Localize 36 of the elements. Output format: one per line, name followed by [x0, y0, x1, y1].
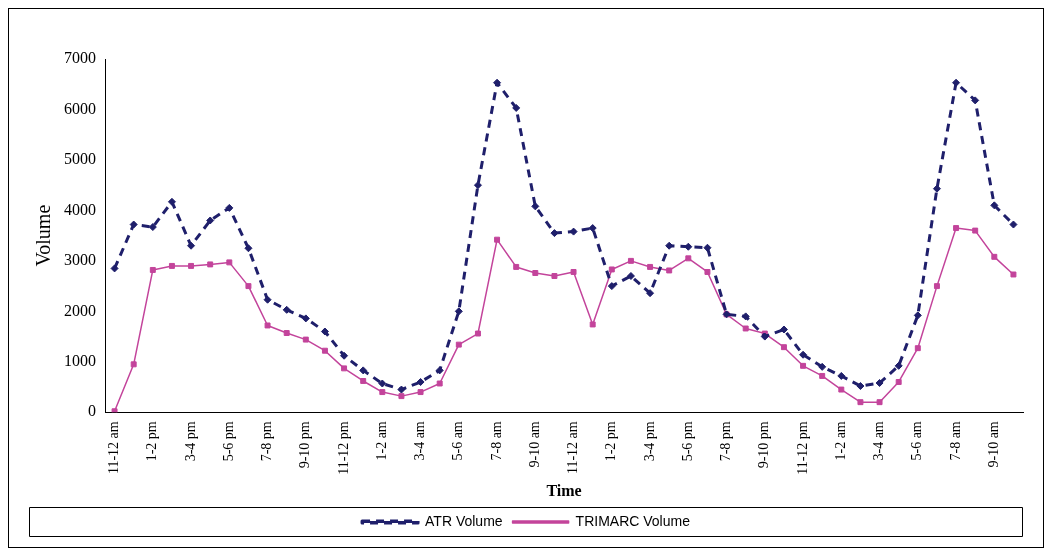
- x-axis-title: Time: [546, 481, 582, 499]
- legend-label: ATR Volume: [425, 512, 503, 529]
- x-tick-label: 1-2 am: [832, 421, 848, 461]
- x-tick-label: 9-10 am: [985, 421, 1001, 468]
- x-tick-label: 7-8 am: [947, 421, 963, 461]
- y-tick-label: 6000: [64, 99, 96, 117]
- y-tick-label: 0: [88, 402, 96, 420]
- x-tick-label: 9-10 pm: [756, 421, 772, 469]
- y-tick-label: 1000: [64, 352, 96, 369]
- x-tick-label: 3-4 am: [871, 421, 887, 461]
- x-tick-label: 3-4 pm: [182, 421, 198, 462]
- legend-label: TRIMARC Volume: [575, 512, 691, 529]
- x-tick-label: 3-4 pm: [641, 421, 657, 462]
- x-tick-label: 9-10 pm: [297, 421, 313, 469]
- y-axis-title: Volume: [32, 204, 55, 267]
- x-tick-label: 7-8 am: [488, 421, 504, 461]
- x-tick-label: 3-4 am: [412, 421, 428, 461]
- y-tick-label: 4000: [64, 200, 96, 218]
- y-tick-label: 3000: [64, 251, 96, 269]
- x-tick-label: 5-6 pm: [220, 421, 236, 462]
- x-tick-label: 7-8 pm: [718, 421, 734, 462]
- x-tick-label: 11-12 am: [565, 421, 581, 475]
- x-tick-label: 1-2 am: [373, 421, 389, 461]
- y-tick-label: 7000: [64, 49, 96, 67]
- x-tick-label: 7-8 pm: [259, 421, 275, 462]
- x-tick-label: 9-10 am: [526, 421, 542, 468]
- x-tick-label: 11-12 am: [106, 421, 122, 475]
- x-tick-label: 5-6 pm: [679, 421, 695, 462]
- x-tick-label: 5-6 am: [450, 421, 466, 461]
- x-tick-label: 1-2 pm: [603, 421, 619, 462]
- x-tick-label: 5-6 am: [909, 421, 925, 461]
- x-tick-label: 1-2 pm: [144, 421, 160, 462]
- x-tick-label: 11-12 pm: [794, 421, 810, 475]
- y-tick-label: 5000: [64, 150, 96, 168]
- x-tick-label: 11-12 pm: [335, 421, 351, 475]
- y-tick-label: 2000: [64, 301, 96, 319]
